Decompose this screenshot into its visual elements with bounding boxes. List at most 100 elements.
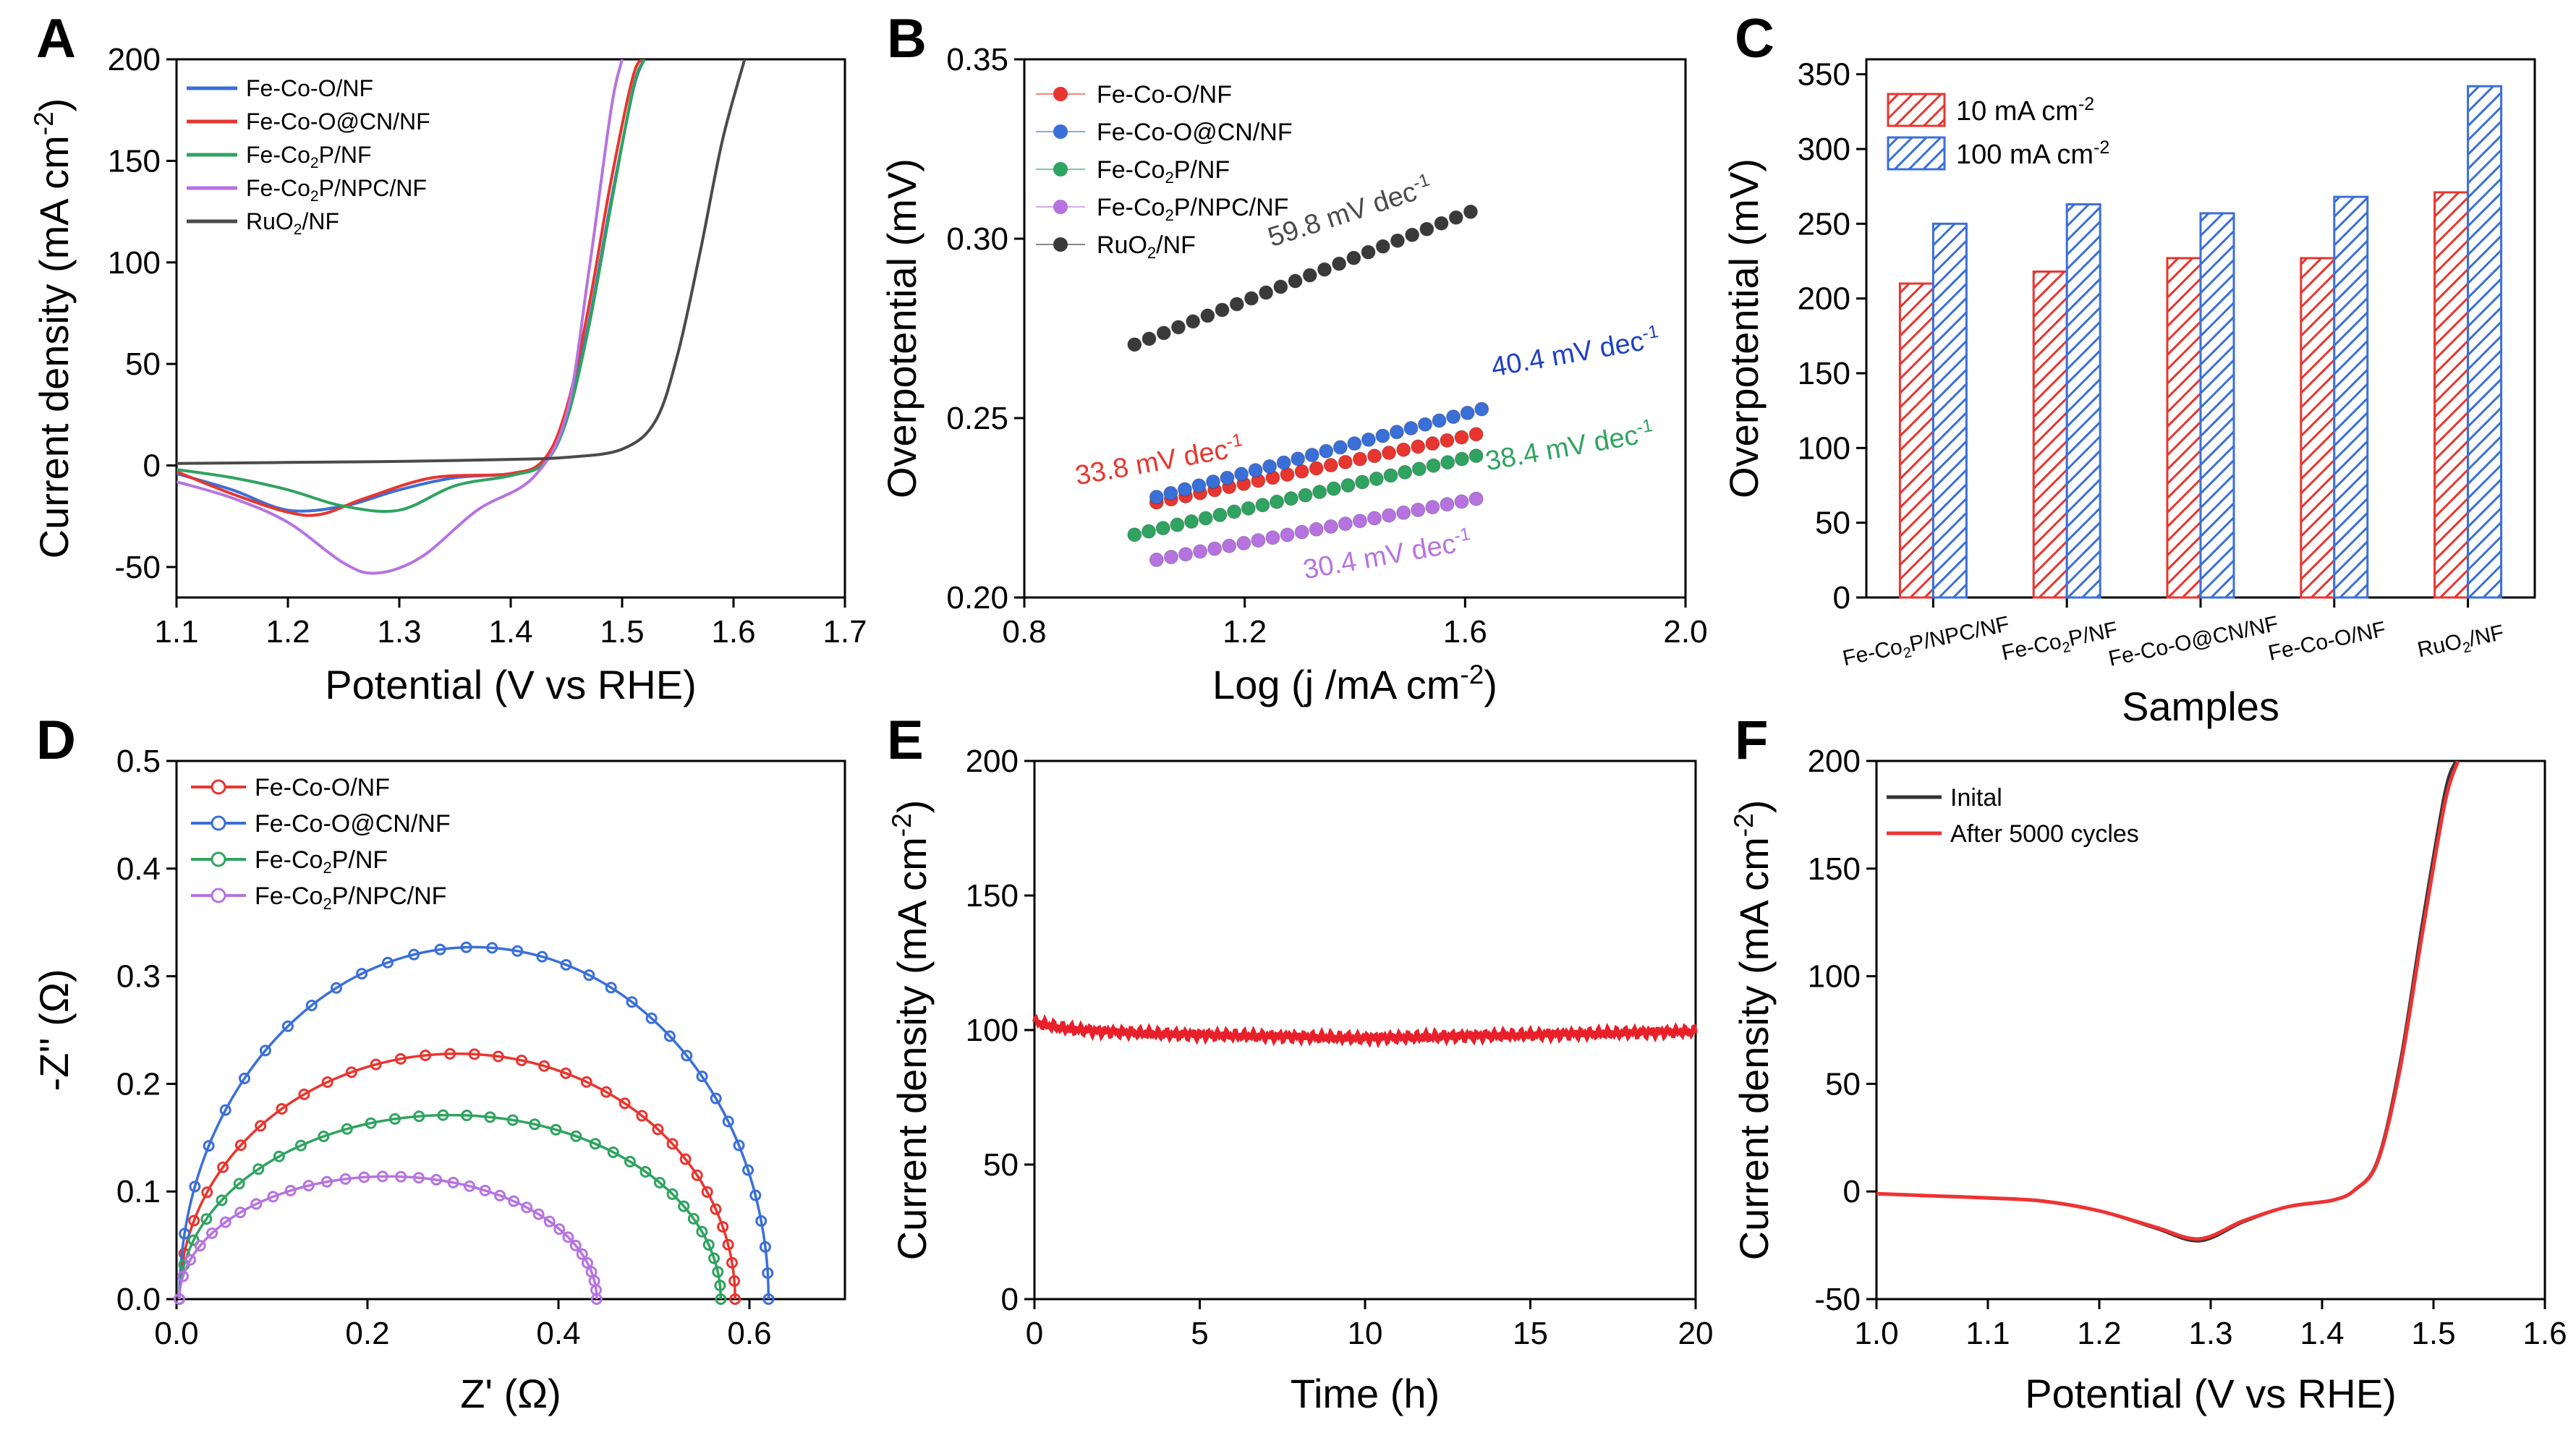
- x-tick-label: 1.5: [600, 614, 644, 650]
- data-point: [511, 945, 524, 957]
- y-tick-label: 250: [1798, 206, 1850, 242]
- y-tick-label: 100: [1808, 959, 1861, 995]
- data-point: [1244, 291, 1259, 306]
- y-axis-label: Current density (mA cm-2): [887, 800, 935, 1261]
- data-point: [259, 1045, 271, 1057]
- x-axis-label: Time (h): [1291, 1371, 1440, 1416]
- data-point: [626, 996, 638, 1008]
- data-point: [715, 1293, 727, 1305]
- legend-label: Fe-Co-O@CN/NF: [246, 109, 430, 135]
- data-point: [1419, 221, 1434, 237]
- data-point: [1220, 470, 1235, 485]
- data-point: [1389, 425, 1404, 440]
- panel-label-d: D: [36, 710, 76, 771]
- y-tick-label: 100: [108, 245, 161, 281]
- x-tick-label: 1.2: [2077, 1316, 2121, 1351]
- x-tick-label: 1.6: [1443, 614, 1487, 650]
- data-point: [1198, 511, 1213, 526]
- y-tick-label: 200: [108, 42, 161, 77]
- data-point: [1291, 451, 1306, 467]
- data-point: [1236, 535, 1251, 550]
- data-point: [710, 1092, 722, 1105]
- legend-swatch: [1887, 93, 1946, 127]
- data-point: [318, 1131, 330, 1143]
- data-point: [1215, 302, 1230, 318]
- data-point: [666, 1188, 679, 1200]
- data-point: [305, 999, 318, 1011]
- bar: [2433, 191, 2470, 599]
- data-point: [639, 1165, 652, 1178]
- x-tick-label: 0.8: [1002, 614, 1046, 650]
- y-tick-label: 200: [966, 744, 1019, 779]
- data-point: [179, 1228, 191, 1240]
- fit-curve: [178, 1175, 598, 1300]
- data-point: [437, 1109, 449, 1121]
- data-point: [1241, 501, 1256, 516]
- category-label: Fe-Co2P/NF: [1999, 618, 2120, 669]
- data-point: [1149, 490, 1164, 505]
- data-point: [1425, 436, 1440, 451]
- data-point: [388, 1112, 401, 1125]
- legend-label: Fe-Co2P/NF: [255, 846, 388, 877]
- data-point: [1332, 440, 1348, 455]
- series-line-2: [177, 59, 646, 517]
- data-point: [1352, 451, 1367, 467]
- series-line-2: [1876, 761, 2460, 1241]
- data-point: [1347, 436, 1362, 451]
- data-point: [484, 1111, 496, 1123]
- x-tick-label: 1.5: [2411, 1316, 2455, 1351]
- data-point: [536, 950, 548, 963]
- data-point: [696, 1071, 708, 1083]
- data-point: [1460, 405, 1475, 420]
- data-point: [729, 1293, 741, 1305]
- x-axis-label: Potential (V vs RHE): [325, 662, 697, 707]
- data-point: [624, 1155, 636, 1167]
- data-point: [1411, 439, 1426, 454]
- data-point: [294, 1139, 307, 1152]
- data-point: [1229, 297, 1244, 312]
- data-point: [1317, 262, 1332, 277]
- data-point: [726, 1256, 738, 1269]
- legend-swatch: [1053, 124, 1068, 139]
- data-point: [1396, 505, 1411, 520]
- bar: [2199, 212, 2235, 599]
- x-tick-label: 1.3: [377, 614, 421, 650]
- y-tick-label: 200: [1808, 744, 1861, 779]
- series-line-5: [177, 59, 747, 465]
- data-point: [1294, 464, 1309, 479]
- legend-label: Fe-Co2P/NPC/NF: [1097, 194, 1288, 224]
- x-tick-label: 0.2: [345, 1316, 389, 1351]
- data-point: [177, 1270, 189, 1282]
- y-tick-label: 0.30: [946, 221, 1008, 257]
- data-point: [1207, 541, 1223, 556]
- y-tick-label: 150: [108, 143, 161, 179]
- data-point: [341, 1123, 353, 1135]
- legend-swatch: [211, 851, 226, 867]
- data-point: [1468, 448, 1484, 464]
- legend-label: RuO2/NF: [1097, 231, 1196, 262]
- bar: [2333, 195, 2369, 599]
- data-point: [1270, 494, 1285, 509]
- y-tick-label: 350: [1798, 57, 1850, 93]
- data-point: [607, 1146, 619, 1158]
- legend-swatch: [1887, 136, 1946, 171]
- data-point: [1382, 446, 1397, 461]
- data-point: [1398, 464, 1413, 480]
- legend-label: Fe-Co-O/NF: [1097, 81, 1232, 109]
- data-point: [1259, 285, 1274, 300]
- x-tick-label: 1.1: [1965, 1316, 2010, 1351]
- data-point: [330, 982, 342, 994]
- legend-swatch: [1053, 237, 1068, 252]
- data-point: [1273, 279, 1288, 294]
- data-point: [1367, 448, 1382, 464]
- data-point: [1474, 401, 1489, 417]
- y-axis-label: Current density (mA cm-2): [1729, 800, 1777, 1261]
- data-point: [234, 1207, 247, 1219]
- data-point: [1191, 478, 1207, 493]
- fit-curve: [178, 1113, 723, 1300]
- data-point: [1434, 216, 1449, 231]
- data-point: [1205, 474, 1220, 489]
- data-point: [494, 1189, 506, 1201]
- data-point: [1355, 475, 1370, 490]
